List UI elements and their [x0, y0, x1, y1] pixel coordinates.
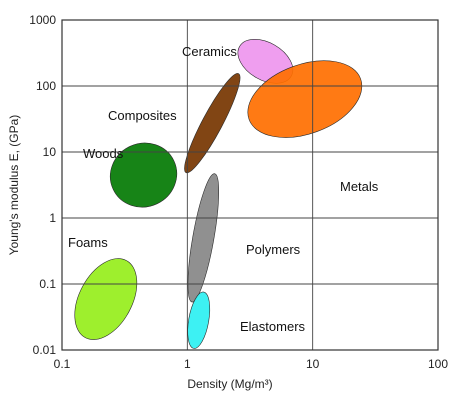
plot-border [61, 19, 439, 351]
y-tick-label: 100 [36, 79, 56, 93]
y-tick-label: 1000 [29, 13, 56, 27]
region-foams [74, 258, 138, 340]
x-axis-label: Density (Mg/m³) [187, 377, 272, 391]
y-tick-label: 0.01 [33, 343, 57, 357]
region-label-woods: Woods [83, 146, 124, 161]
x-tick-label: 100 [428, 357, 448, 371]
region-elastomers [187, 291, 211, 349]
y-tick-label: 10 [43, 145, 57, 159]
region-label-foams: Foams [68, 235, 108, 250]
region-polymers [187, 173, 220, 303]
y-axis-label: Young's modulus E, (GPa) [7, 115, 21, 256]
y-tick-label: 1 [49, 211, 56, 225]
plot-frame [61, 19, 439, 351]
region-metals [247, 60, 363, 138]
x-tick-label: 1 [184, 357, 191, 371]
grid-lines [62, 20, 438, 350]
material-regions [74, 39, 363, 349]
x-tick-label: 0.1 [54, 357, 71, 371]
y-tick-label: 0.1 [39, 277, 56, 291]
region-label-metals: Metals [340, 179, 379, 194]
region-woods [110, 142, 178, 208]
x-tick-label: 10 [306, 357, 320, 371]
region-label-ceramics: Ceramics [182, 44, 237, 59]
region-label-elastomers: Elastomers [240, 319, 306, 334]
region-label-polymers: Polymers [246, 242, 301, 257]
region-composites [184, 73, 241, 174]
region-labels: Foams Woods Composites Ceramics Metals Polyme… [68, 44, 379, 334]
region-label-composites: Composites [108, 108, 177, 123]
